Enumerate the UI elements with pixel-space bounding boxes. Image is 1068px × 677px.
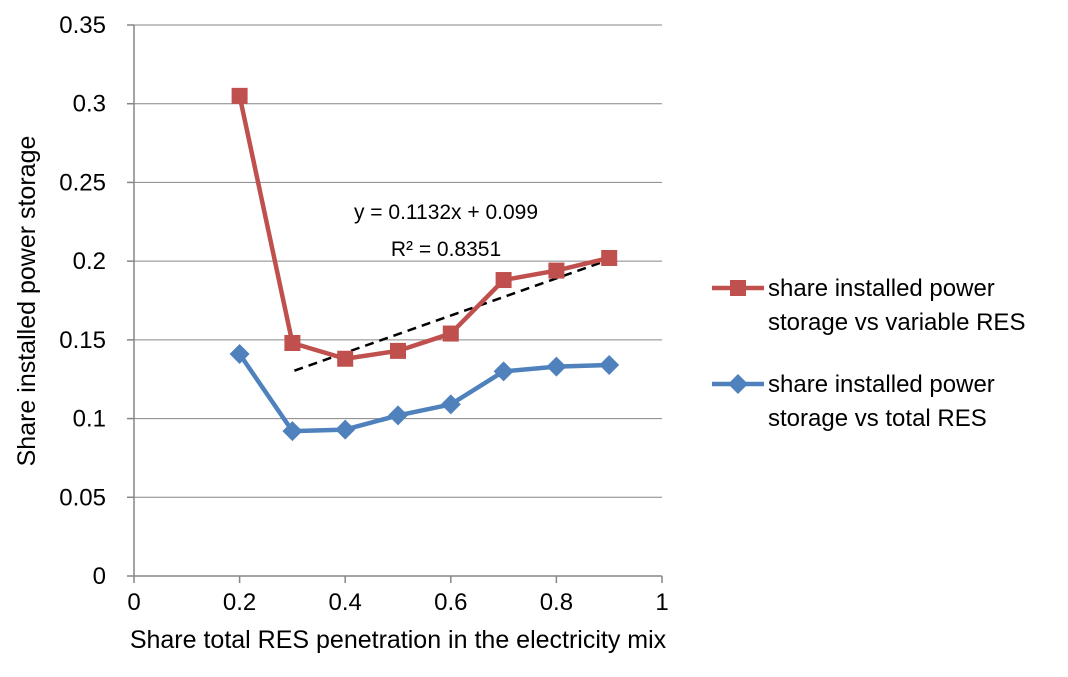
data-point xyxy=(440,394,461,415)
data-point xyxy=(493,361,514,382)
legend-label-line: storage vs total RES xyxy=(768,405,987,432)
y-tick-label: 0.25 xyxy=(59,169,106,196)
x-tick-label: 0.2 xyxy=(223,589,256,616)
legend-marker xyxy=(728,374,748,394)
y-tick-label: 0.3 xyxy=(73,91,106,118)
data-point xyxy=(548,262,565,279)
data-point xyxy=(388,405,408,426)
y-tick-label: 0.15 xyxy=(59,327,106,354)
legend-label: share installed power storage vs variable… xyxy=(768,275,1025,336)
data-point xyxy=(284,335,301,352)
data-point xyxy=(229,344,250,365)
data-point xyxy=(546,356,567,377)
data-point xyxy=(337,350,354,367)
data-point xyxy=(231,87,248,104)
legend: share installed power storage vs variable… xyxy=(712,275,1025,432)
series-line xyxy=(237,95,610,361)
x-tick-label: 0 xyxy=(127,589,140,616)
legend-entry: share installed power storage vs total RE… xyxy=(712,371,995,432)
y-tick-label: 0.2 xyxy=(73,248,106,275)
y-tick-label: 0.05 xyxy=(59,484,106,511)
data-point xyxy=(390,342,406,359)
legend-label-line: share installed power xyxy=(768,371,995,398)
y-tick-label: 0 xyxy=(93,563,106,590)
y-tick-label: 0.35 xyxy=(59,12,106,39)
data-point xyxy=(442,325,459,342)
x-axis-title: Share total RES penetration in the elect… xyxy=(130,626,667,654)
legend-label-line: storage vs variable RES xyxy=(768,309,1025,336)
series-total-res xyxy=(229,344,620,442)
data-point xyxy=(599,355,620,376)
data-point xyxy=(335,419,356,440)
legend-label-line: share installed power xyxy=(768,275,995,302)
legend-marker xyxy=(730,280,746,296)
legend-label: share installed power storage vs total RE… xyxy=(768,371,995,432)
x-tick-label: 1 xyxy=(655,589,668,616)
x-tick-label: 0.4 xyxy=(329,589,362,616)
tick-labels: 0 0.05 0.1 0.15 0.2 0.25 0.3 0.35 0 0.2 0.4 0.6 0.8 1 xyxy=(59,12,668,616)
legend-entry: share installed power storage vs variable… xyxy=(712,275,1025,336)
x-tick-label: 0.8 xyxy=(540,589,573,616)
data-point xyxy=(282,421,303,442)
x-tick-label: 0.6 xyxy=(434,589,467,616)
series-variable-res xyxy=(231,87,618,367)
series-group xyxy=(229,87,620,442)
y-tick-label: 0.1 xyxy=(73,406,106,433)
axes xyxy=(133,25,662,577)
trendline-equation: y = 0.1132x + 0.099 xyxy=(354,201,538,224)
trendline-r-squared: R² = 0.8351 xyxy=(391,238,501,261)
data-point xyxy=(601,249,618,266)
gridlines xyxy=(134,24,662,498)
y-axis-title: Share installed power storage xyxy=(13,136,41,467)
data-point xyxy=(495,272,512,289)
